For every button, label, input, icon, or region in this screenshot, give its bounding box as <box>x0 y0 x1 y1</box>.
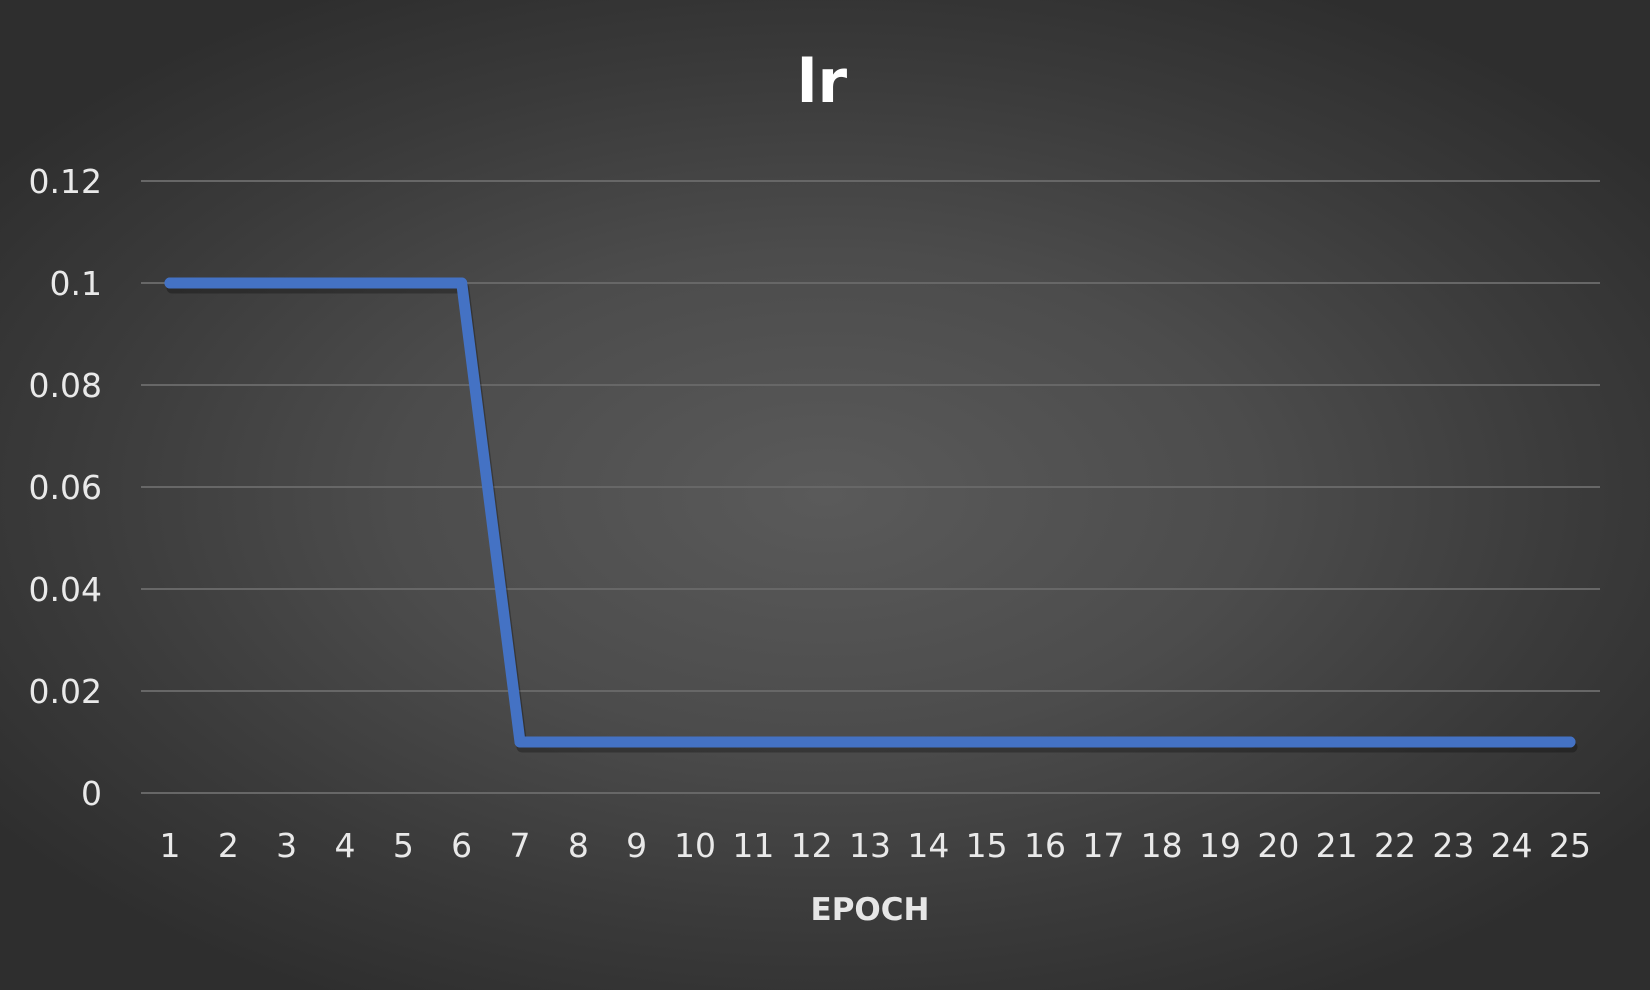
x-tick-label: 12 <box>791 826 833 865</box>
x-tick-label: 22 <box>1374 826 1416 865</box>
data-point <box>1389 736 1401 748</box>
data-point <box>1506 736 1518 748</box>
x-tick-label: 7 <box>510 826 531 865</box>
y-axis-ticks: 0 0.02 0.04 0.06 0.08 0.1 0.12 <box>29 162 102 813</box>
x-tick-label: 13 <box>849 826 891 865</box>
x-axis-ticks: 1 2 3 4 5 6 7 8 9 10 11 12 13 14 15 16 17 18 19 20 21 22 23 24 2… <box>160 826 1592 865</box>
data-point <box>1272 736 1284 748</box>
x-tick-label: 10 <box>674 826 716 865</box>
data-point <box>1156 736 1168 748</box>
x-tick-label: 18 <box>1141 826 1183 865</box>
data-point <box>1331 736 1343 748</box>
x-tick-label: 9 <box>626 826 647 865</box>
x-tick-label: 6 <box>451 826 472 865</box>
x-tick-label: 8 <box>568 826 589 865</box>
data-point <box>806 736 818 748</box>
data-point <box>864 736 876 748</box>
data-point <box>747 736 759 748</box>
data-point <box>981 736 993 748</box>
x-tick-label: 2 <box>218 826 239 865</box>
x-tick-label: 16 <box>1024 826 1066 865</box>
gridlines <box>141 180 1600 794</box>
data-point <box>689 736 701 748</box>
data-point <box>1039 736 1051 748</box>
x-tick-label: 25 <box>1549 826 1591 865</box>
data-point <box>1214 736 1226 748</box>
data-point <box>572 736 584 748</box>
x-tick-label: 1 <box>160 826 181 865</box>
y-tick-label: 0.12 <box>29 162 102 201</box>
x-tick-label: 11 <box>732 826 774 865</box>
data-point <box>922 736 934 748</box>
x-tick-label: 17 <box>1082 826 1124 865</box>
y-tick-label: 0.04 <box>29 570 102 609</box>
x-tick-label: 21 <box>1316 826 1358 865</box>
y-tick-label: 0.1 <box>50 264 102 303</box>
chart-title: lr <box>797 47 848 117</box>
x-axis-title: EPOCH <box>811 892 930 928</box>
y-tick-label: 0.06 <box>29 468 102 507</box>
data-point <box>397 277 409 289</box>
x-tick-label: 14 <box>907 826 949 865</box>
data-point <box>1447 736 1459 748</box>
x-tick-label: 5 <box>393 826 414 865</box>
x-tick-label: 15 <box>966 826 1008 865</box>
data-point <box>164 277 176 289</box>
series-line-shadow <box>166 282 1578 753</box>
data-point <box>631 736 643 748</box>
x-tick-label: 3 <box>276 826 297 865</box>
data-point <box>456 277 468 289</box>
data-point <box>1564 736 1576 748</box>
y-tick-label: 0.02 <box>29 672 102 711</box>
y-tick-label: 0.08 <box>29 366 102 405</box>
x-tick-label: 4 <box>335 826 356 865</box>
data-point <box>339 277 351 289</box>
x-tick-label: 23 <box>1432 826 1474 865</box>
x-tick-label: 24 <box>1491 826 1533 865</box>
series-line <box>164 277 1576 748</box>
x-tick-label: 20 <box>1257 826 1299 865</box>
series-layer <box>164 277 1578 753</box>
data-point <box>281 277 293 289</box>
data-point <box>514 736 526 748</box>
x-tick-label: 19 <box>1199 826 1241 865</box>
data-point <box>1097 736 1109 748</box>
y-tick-label: 0 <box>81 774 102 813</box>
data-point <box>222 277 234 289</box>
